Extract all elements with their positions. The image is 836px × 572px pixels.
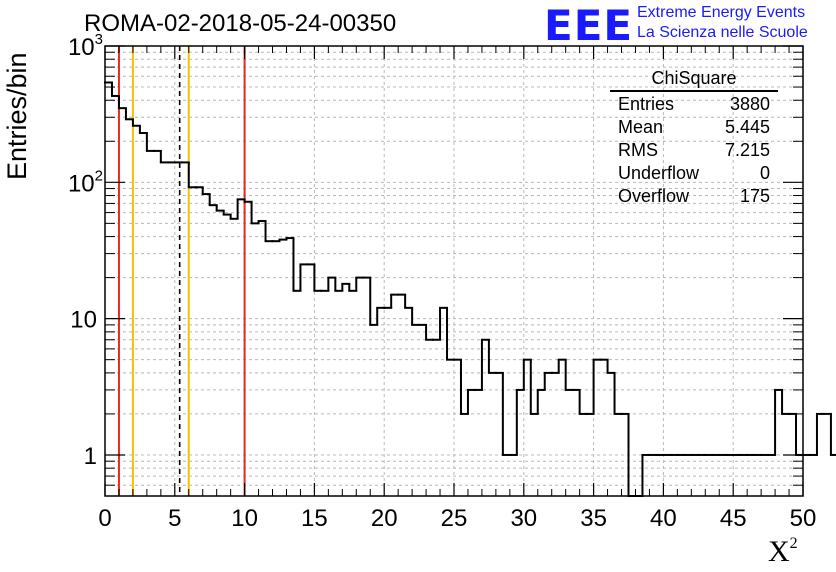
x-tick-label: 25 <box>441 505 468 532</box>
logo-caption-line-2: La Scienza nelle Scuole <box>637 24 808 41</box>
stats-title: ChiSquare <box>610 68 778 92</box>
stats-label: RMS <box>618 140 658 160</box>
y-tick-label: 1 <box>84 443 97 470</box>
stats-row: RMS 7.215 <box>610 139 778 162</box>
y-axis-ticks: 1 10 102 103 <box>68 31 803 486</box>
y-tick-label: 102 <box>68 167 103 197</box>
stats-value: 0 <box>759 163 770 183</box>
logo-caption-line-1: Extreme Energy Events <box>637 4 806 21</box>
x-axis-ticks: 0 5 10 15 20 25 30 35 40 45 50 <box>98 46 816 532</box>
stats-value: 175 <box>739 186 770 206</box>
y-tick-label: 103 <box>68 31 103 61</box>
stats-row: Underflow 0 <box>610 162 778 185</box>
run-title: ROMA-02-2018-05-24-00350 <box>84 10 397 37</box>
stats-label: Mean <box>618 117 664 137</box>
stats-row: Overflow 175 <box>610 185 778 208</box>
histogram-bins <box>104 81 836 497</box>
x-tick-label: 5 <box>168 505 181 532</box>
statistics-box: ChiSquare Entries 3880 Mean 5.445 RMS 7.215… <box>610 68 778 208</box>
y-tick-label: 10 <box>70 307 97 334</box>
eee-logo: EEE <box>544 1 634 50</box>
stats-value: 5.445 <box>724 117 770 137</box>
stats-value: 3880 <box>729 94 770 114</box>
x-tick-label: 40 <box>650 505 677 532</box>
marker-lines <box>117 46 246 496</box>
stats-label: Underflow <box>618 163 700 183</box>
stats-row: Entries 3880 <box>610 93 778 116</box>
x-tick-label: 30 <box>510 505 537 532</box>
x-axis-label: X2 <box>768 535 798 569</box>
x-tick-label: 20 <box>371 505 398 532</box>
stats-value: 7.215 <box>724 140 770 160</box>
x-tick-label: 15 <box>301 505 328 532</box>
x-tick-label: 35 <box>580 505 607 532</box>
y-axis-label: Entries/bin <box>2 52 32 180</box>
x-axis-label-superscript: 2 <box>789 535 798 552</box>
x-tick-label: 0 <box>98 505 111 532</box>
stats-label: Overflow <box>618 186 690 206</box>
x-tick-label: 50 <box>790 505 817 532</box>
x-tick-label: 45 <box>720 505 747 532</box>
x-tick-label: 10 <box>231 505 258 532</box>
stats-label: Entries <box>618 94 675 114</box>
grid-lines <box>105 46 803 496</box>
x-axis-label-base: X <box>768 535 790 568</box>
stats-row: Mean 5.445 <box>610 116 778 139</box>
